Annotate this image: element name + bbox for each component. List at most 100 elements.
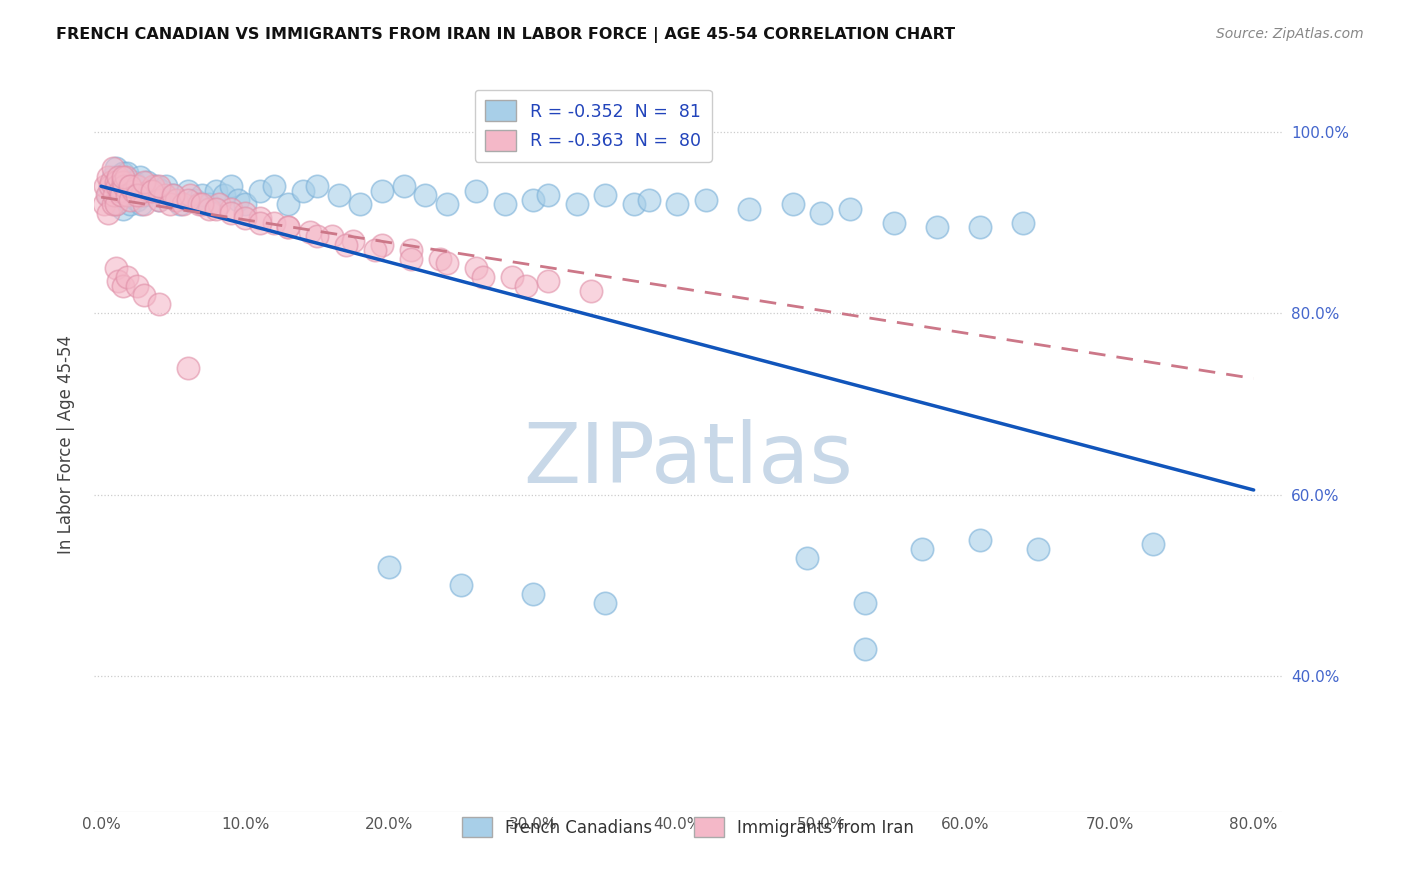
Point [129, 170, 152, 185]
Point [328, 188, 350, 202]
Point [100, 179, 122, 194]
Point [188, 197, 211, 211]
Point [191, 188, 214, 202]
Point [911, 541, 934, 556]
Text: Source: ZipAtlas.com: Source: ZipAtlas.com [1216, 27, 1364, 41]
Point [138, 184, 160, 198]
Point [371, 184, 394, 198]
Point [392, 179, 415, 194]
Point [595, 596, 617, 610]
Point [101, 170, 124, 185]
Point [111, 202, 134, 216]
Point [118, 193, 141, 207]
Point [299, 225, 322, 239]
Point [738, 202, 761, 216]
Point [291, 184, 314, 198]
Point [494, 197, 516, 211]
Point [969, 220, 991, 235]
Point [969, 533, 991, 547]
Point [198, 197, 221, 211]
Point [436, 197, 458, 211]
Point [853, 641, 876, 656]
Point [165, 193, 187, 207]
Point [219, 179, 242, 194]
Point [114, 179, 136, 194]
Point [94, 179, 117, 194]
Point [107, 184, 129, 198]
Point [131, 197, 153, 211]
Point [371, 238, 394, 252]
Point [115, 269, 138, 284]
Point [111, 170, 134, 185]
Point [110, 188, 132, 202]
Point [515, 279, 537, 293]
Point [111, 166, 134, 180]
Point [212, 188, 235, 202]
Point [522, 193, 544, 207]
Point [115, 188, 138, 202]
Point [134, 188, 156, 202]
Point [208, 197, 231, 211]
Point [522, 587, 544, 601]
Point [104, 260, 127, 275]
Point [101, 197, 124, 211]
Point [134, 175, 156, 189]
Point [148, 179, 170, 194]
Point [191, 197, 214, 211]
Point [127, 188, 149, 202]
Point [134, 197, 156, 211]
Point [100, 175, 122, 189]
Point [277, 220, 299, 235]
Point [249, 215, 271, 229]
Point [233, 206, 256, 220]
Point [148, 193, 170, 207]
Point [853, 596, 876, 610]
Point [110, 170, 132, 185]
Point [342, 234, 364, 248]
Legend: French Canadians, Immigrants from Iran: French Canadians, Immigrants from Iran [456, 810, 921, 844]
Point [121, 184, 143, 198]
Point [98, 179, 121, 194]
Point [810, 206, 832, 220]
Point [148, 297, 170, 311]
Point [176, 360, 198, 375]
Point [263, 179, 285, 194]
Point [104, 175, 127, 189]
Point [107, 275, 129, 289]
Point [695, 193, 717, 207]
Point [136, 175, 159, 189]
Point [219, 206, 242, 220]
Point [595, 188, 617, 202]
Point [134, 288, 156, 302]
Point [637, 193, 659, 207]
Point [184, 193, 207, 207]
Point [782, 197, 804, 211]
Point [179, 188, 201, 202]
Point [233, 197, 256, 211]
Point [112, 179, 135, 194]
Point [162, 188, 184, 202]
Point [141, 184, 163, 198]
Point [1012, 215, 1035, 229]
Point [104, 197, 127, 211]
Point [219, 202, 242, 216]
Point [277, 220, 299, 235]
Point [172, 197, 194, 211]
Point [103, 188, 125, 202]
Point [623, 197, 645, 211]
Point [1026, 541, 1049, 556]
Point [464, 260, 486, 275]
Point [666, 197, 689, 211]
Point [565, 197, 588, 211]
Y-axis label: In Labor Force | Age 45-54: In Labor Force | Age 45-54 [58, 335, 75, 554]
Point [155, 179, 177, 194]
Point [114, 170, 136, 185]
Point [115, 175, 138, 189]
Point [122, 175, 145, 189]
Point [413, 188, 436, 202]
Point [176, 193, 198, 207]
Point [97, 206, 120, 220]
Point [429, 252, 451, 266]
Text: FRENCH CANADIAN VS IMMIGRANTS FROM IRAN IN LABOR FORCE | AGE 45-54 CORRELATION C: FRENCH CANADIAN VS IMMIGRANTS FROM IRAN … [56, 27, 955, 43]
Point [96, 188, 118, 202]
